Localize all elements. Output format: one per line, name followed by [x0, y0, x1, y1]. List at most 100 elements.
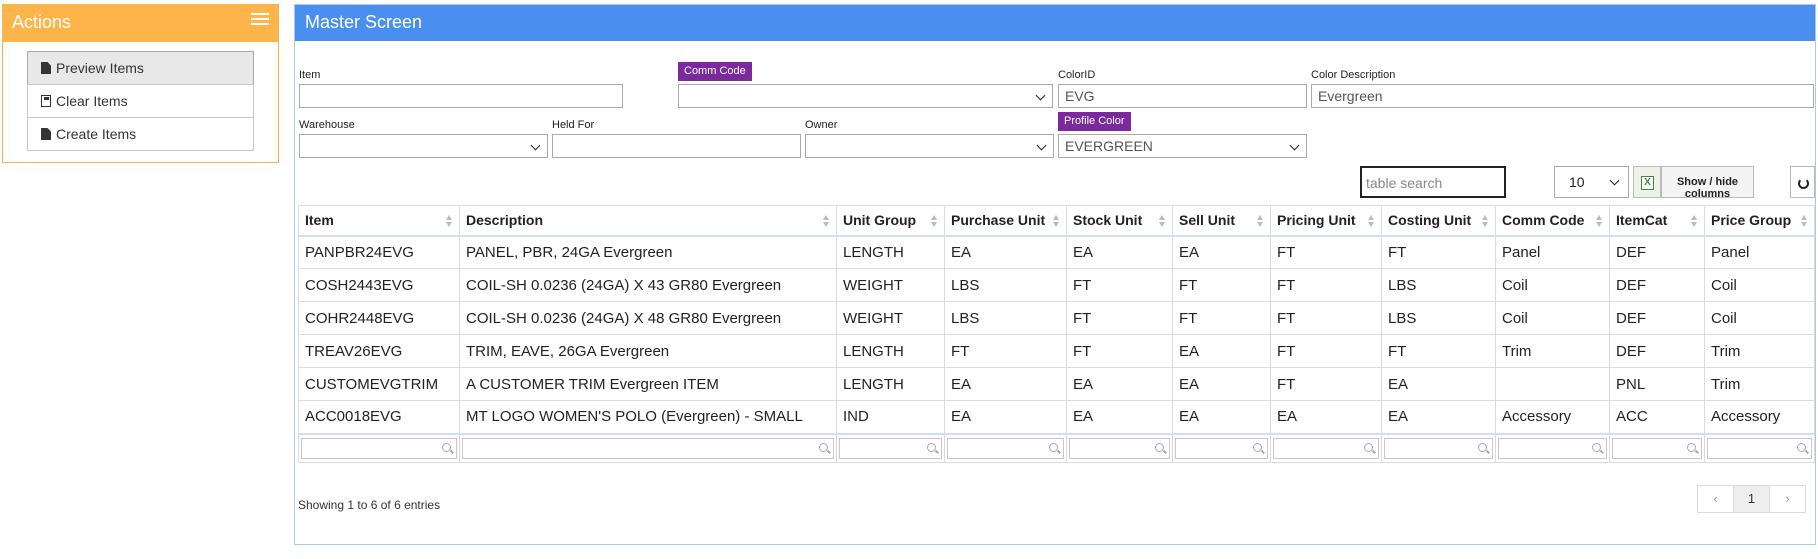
page-size-select[interactable]: 10 — [1554, 166, 1629, 198]
column-filter-input[interactable] — [1273, 437, 1379, 459]
column-filter-input[interactable] — [1069, 437, 1170, 459]
create-items-button[interactable]: Create Items — [27, 117, 254, 151]
table-cell: EA — [1381, 367, 1496, 401]
refresh-icon — [1798, 178, 1809, 189]
search-icon — [1687, 442, 1696, 452]
column-header[interactable]: Pricing Unit — [1270, 205, 1382, 237]
table-row[interactable]: TREAV26EVG TRIM, EAVE, 26GA Evergreen LENG… — [298, 334, 1815, 368]
column-filter-input[interactable] — [462, 437, 834, 459]
table-search-input[interactable]: table search — [1360, 166, 1506, 198]
table-cell: Panel — [1704, 235, 1815, 269]
column-header[interactable]: Unit Group — [836, 205, 945, 237]
column-header[interactable]: Description — [459, 205, 837, 237]
column-filter-input[interactable] — [1384, 437, 1493, 459]
sort-icon — [1257, 215, 1264, 228]
search-icon — [1797, 442, 1806, 452]
column-filter-input[interactable] — [301, 437, 457, 459]
table-cell: PANEL, PBR, 24GA Evergreen — [459, 235, 837, 269]
warehouse-label: Warehouse — [299, 119, 355, 131]
sort-icon — [1159, 215, 1166, 228]
table-cell: DEF — [1609, 301, 1705, 335]
file-icon — [41, 62, 51, 74]
search-icon — [819, 442, 828, 452]
table-cell: EA — [1066, 235, 1173, 269]
sort-icon — [823, 215, 830, 228]
table-row[interactable]: CUSTOMEVGTRIM A CUSTOMER TRIM Evergreen I… — [298, 367, 1815, 401]
table-cell — [1495, 367, 1610, 401]
table-cell: FT — [1270, 367, 1382, 401]
column-filter-input[interactable] — [1498, 437, 1607, 459]
item-input[interactable] — [299, 84, 623, 108]
search-icon — [1253, 442, 1262, 452]
preview-items-button[interactable]: Preview Items — [27, 51, 254, 85]
table-cell: LBS — [1381, 268, 1496, 302]
hamburger-menu-icon[interactable] — [251, 13, 269, 27]
table-cell: MT LOGO WOMEN'S POLO (Evergreen) - SMALL — [459, 400, 837, 434]
warehouse-select[interactable] — [299, 134, 548, 158]
column-header[interactable]: Stock Unit — [1066, 205, 1173, 237]
search-icon — [1592, 442, 1601, 452]
table-cell: IND — [836, 400, 945, 434]
table-body: PANPBR24EVG PANEL, PBR, 24GA Evergreen LEN… — [298, 235, 1815, 463]
sort-icon — [1801, 215, 1808, 228]
column-filter-cell — [1172, 432, 1271, 463]
column-header[interactable]: Comm Code — [1495, 205, 1610, 237]
table-cell: FT — [1066, 334, 1173, 368]
page-1-button[interactable]: 1 — [1733, 485, 1770, 513]
sort-icon — [1053, 215, 1060, 228]
show-hide-columns-button[interactable]: Show / hide columns — [1661, 166, 1754, 200]
table-cell: DEF — [1609, 334, 1705, 368]
column-header[interactable]: Price Group — [1704, 205, 1815, 237]
table-cell: COIL-SH 0.0236 (24GA) X 48 GR80 Evergree… — [459, 301, 837, 335]
refresh-button[interactable] — [1790, 166, 1815, 198]
table-cell: ACC0018EVG — [298, 400, 460, 434]
clear-items-label: Clear Items — [56, 93, 128, 109]
table-cell: Panel — [1495, 235, 1610, 269]
column-filter-input[interactable] — [1612, 437, 1702, 459]
owner-select[interactable] — [805, 134, 1054, 158]
column-filter-input[interactable] — [1175, 437, 1268, 459]
column-header[interactable]: ItemCat — [1609, 205, 1705, 237]
table-row[interactable]: ACC0018EVG MT LOGO WOMEN'S POLO (Evergree… — [298, 400, 1815, 434]
table-cell: FT — [1381, 334, 1496, 368]
color-id-input[interactable]: EVG — [1058, 84, 1307, 108]
table-cell: WEIGHT — [836, 301, 945, 335]
table-cell: Trim — [1704, 367, 1815, 401]
next-page-button[interactable]: › — [1769, 485, 1806, 513]
column-header[interactable]: Costing Unit — [1381, 205, 1496, 237]
sort-icon — [931, 215, 938, 228]
sort-icon — [446, 215, 453, 228]
table-cell: EA — [944, 235, 1067, 269]
item-label: Item — [299, 69, 321, 81]
clear-items-button[interactable]: Clear Items — [27, 84, 254, 118]
table-cell: FT — [1270, 301, 1382, 335]
column-filter-cell — [1609, 432, 1705, 463]
owner-label: Owner — [805, 119, 838, 131]
column-header[interactable]: Purchase Unit — [944, 205, 1067, 237]
search-icon — [1049, 442, 1058, 452]
column-filter-cell — [1495, 432, 1610, 463]
table-row[interactable]: COSH2443EVG COIL-SH 0.0236 (24GA) X 43 GR… — [298, 268, 1815, 302]
color-description-label: Color Description — [1311, 69, 1396, 81]
table-cell: LENGTH — [836, 235, 945, 269]
table-row[interactable]: COHR2448EVG COIL-SH 0.0236 (24GA) X 48 GR… — [298, 301, 1815, 335]
entries-info: Showing 1 to 6 of 6 entries — [298, 498, 441, 512]
column-filter-input[interactable] — [947, 437, 1064, 459]
column-header[interactable]: Sell Unit — [1172, 205, 1271, 237]
table-cell: EA — [1066, 367, 1173, 401]
column-filter-input[interactable] — [839, 437, 942, 459]
column-header[interactable]: Item — [298, 205, 460, 237]
excel-export-button[interactable]: X — [1633, 166, 1661, 198]
color-description-input[interactable]: Evergreen — [1311, 84, 1814, 108]
profile-color-select[interactable]: EVERGREEN — [1058, 134, 1307, 158]
held-for-input[interactable] — [552, 134, 801, 158]
column-filter-input[interactable] — [1707, 437, 1812, 459]
prev-page-button[interactable]: ‹ — [1697, 485, 1734, 513]
actions-header: Actions — [3, 5, 278, 42]
search-icon — [1364, 442, 1373, 452]
table-cell: WEIGHT — [836, 268, 945, 302]
table-row[interactable]: PANPBR24EVG PANEL, PBR, 24GA Evergreen LEN… — [298, 235, 1815, 269]
comm-code-select[interactable] — [678, 84, 1053, 108]
table-cell: Trim — [1704, 334, 1815, 368]
search-icon — [1155, 442, 1164, 452]
